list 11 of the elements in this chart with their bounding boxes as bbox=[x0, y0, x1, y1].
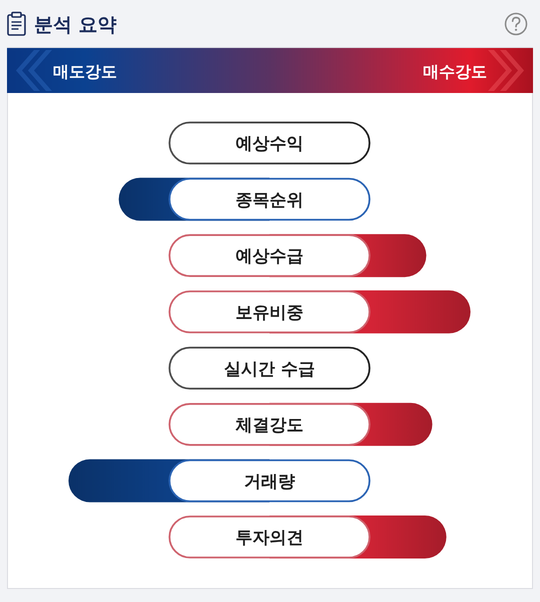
y-tick-label: 투자의견 bbox=[236, 528, 304, 548]
y-tick-label: 종목순위 bbox=[236, 190, 304, 210]
y-tick-label: 예상수익 bbox=[236, 134, 304, 154]
y-tick-label: 예상수급 bbox=[236, 246, 304, 267]
chart-title: 분석 요약 bbox=[34, 14, 117, 36]
text: 매수강도 bbox=[423, 62, 487, 81]
text: 매도강도 bbox=[53, 62, 117, 81]
y-tick-label: 실시간 수급 bbox=[224, 359, 315, 380]
y-tick-label: 거래량 bbox=[244, 472, 295, 492]
y-tick-label: 체결강도 bbox=[234, 416, 304, 436]
y-tick-label: 보유비중 bbox=[236, 302, 304, 323]
